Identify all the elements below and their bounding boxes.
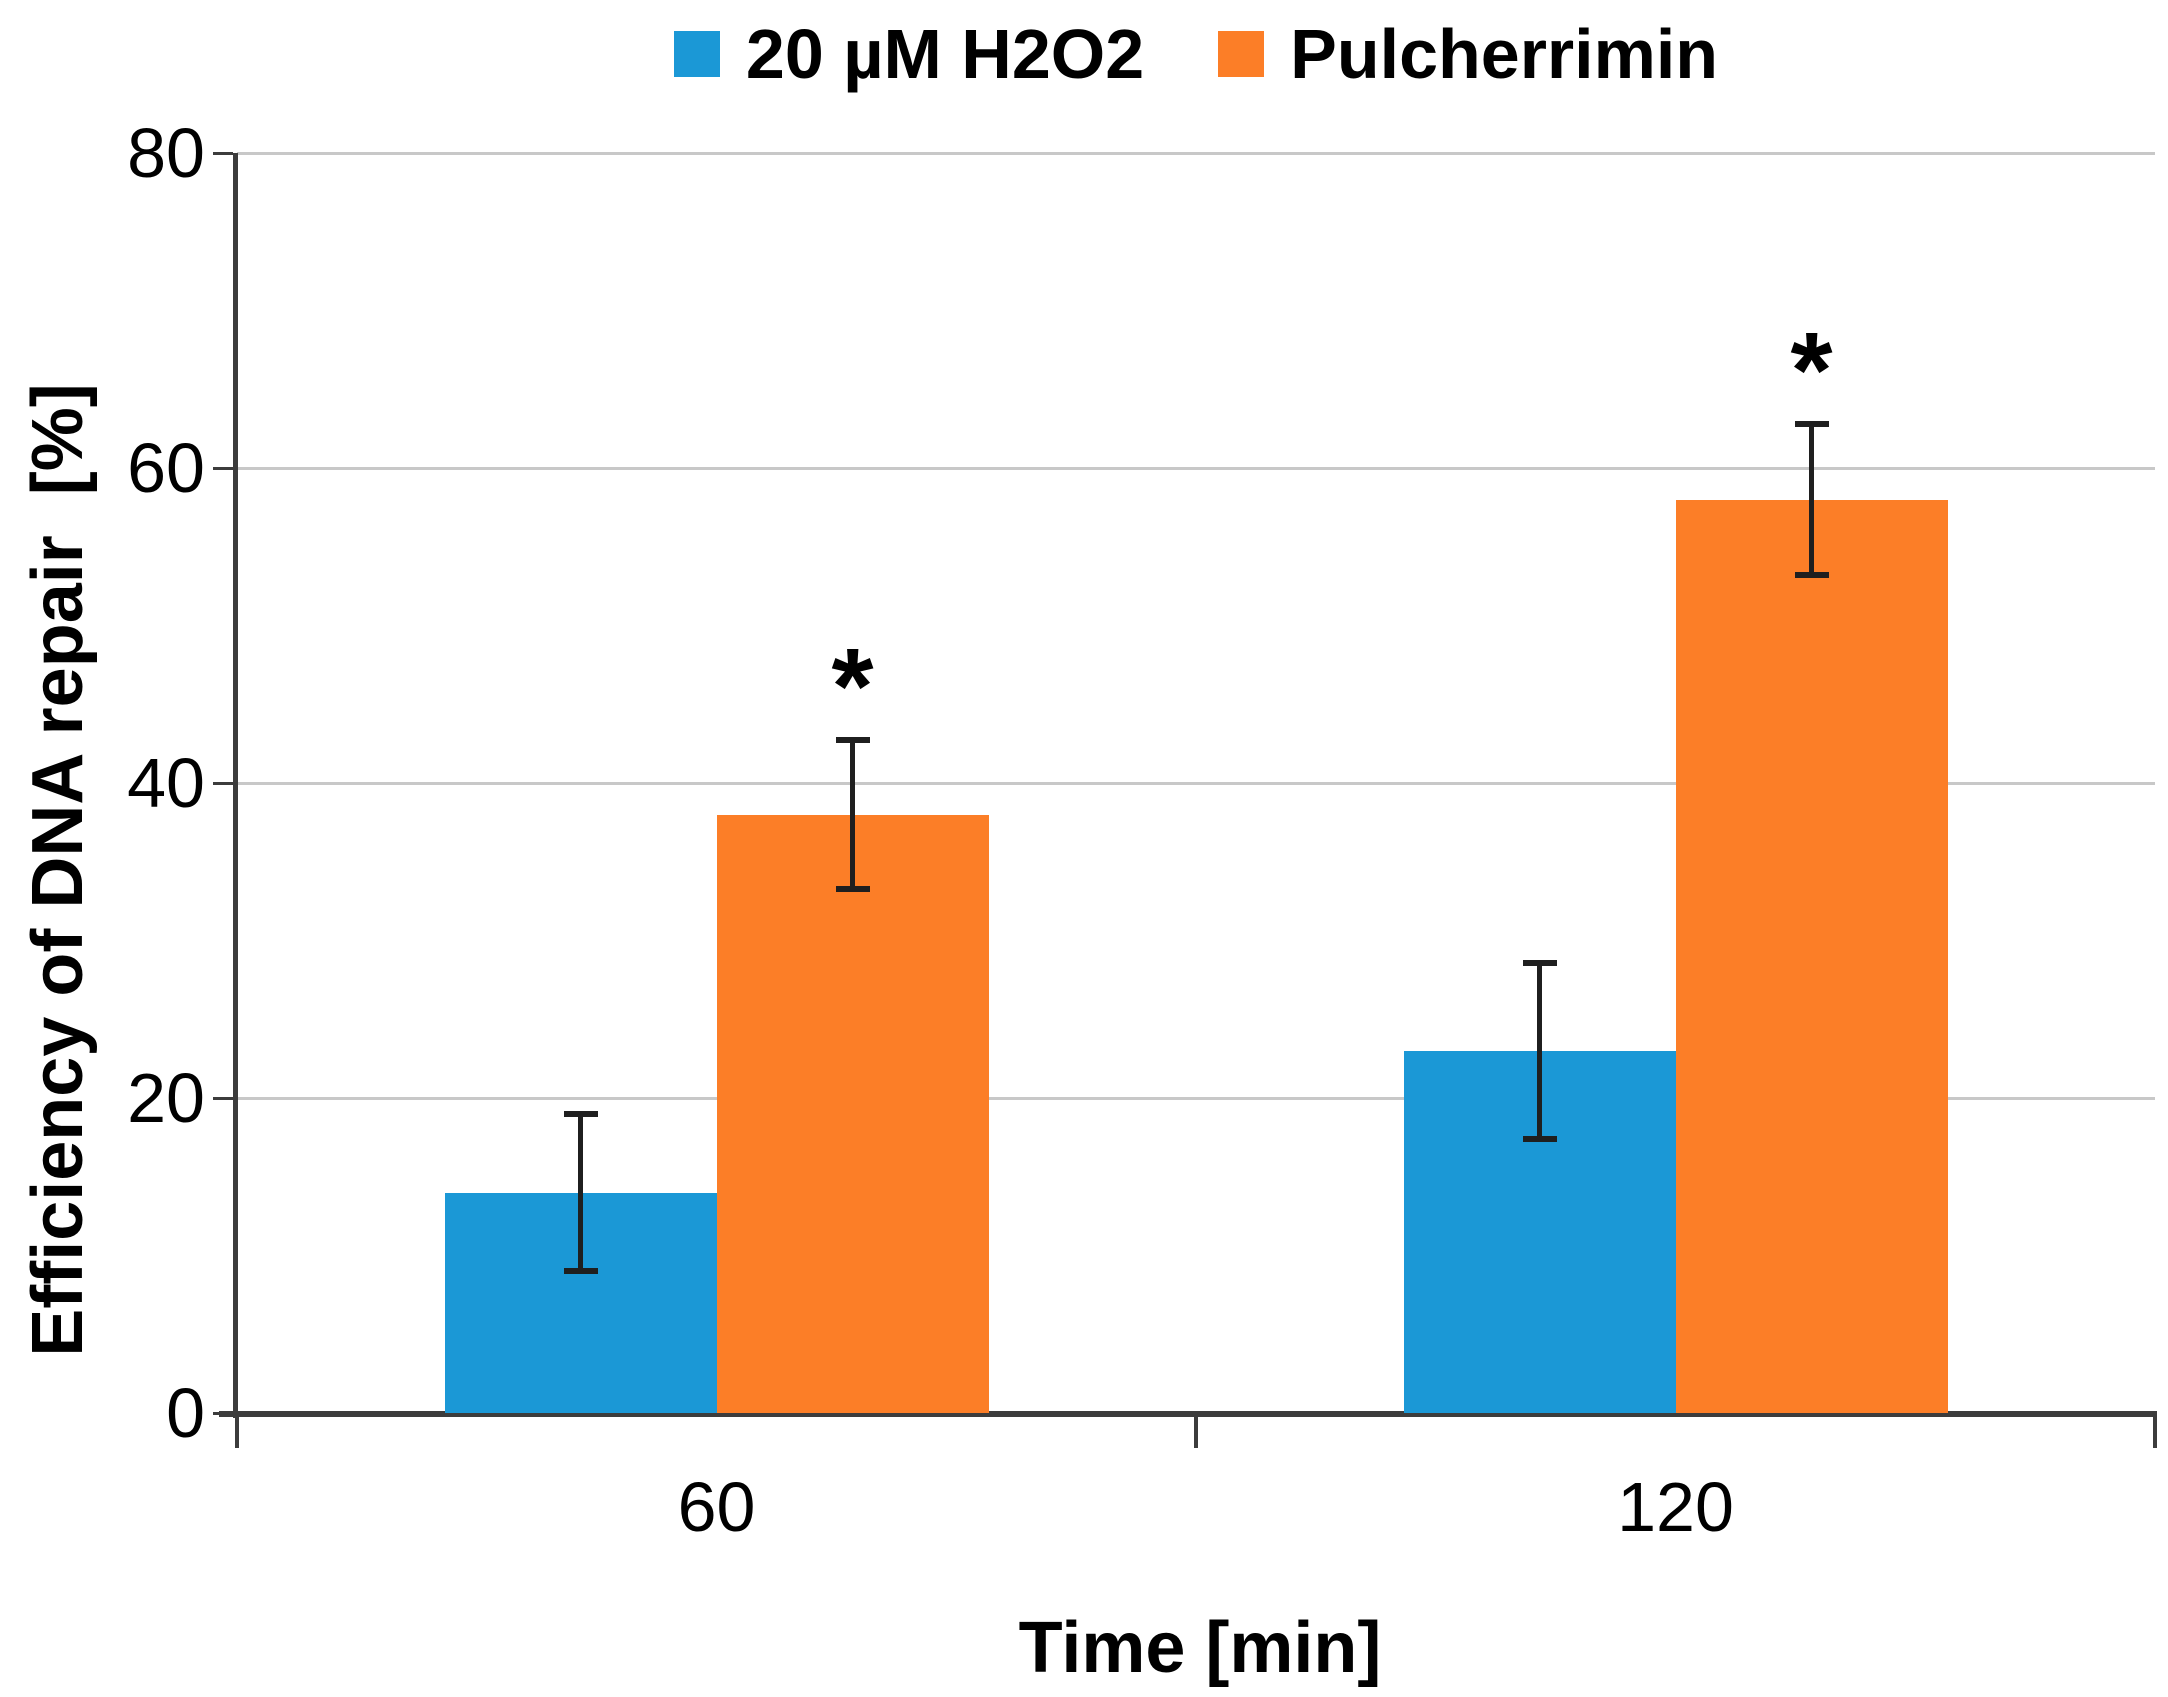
gridline-60 xyxy=(237,467,2155,470)
significance-asterisk: * xyxy=(831,625,874,747)
y-tick-label-0: 0 xyxy=(166,1374,205,1452)
significance-asterisk: * xyxy=(1790,308,1833,430)
y-tick-label-80: 80 xyxy=(127,114,205,192)
error-bar-cap-bottom xyxy=(1794,572,1829,579)
legend: 20 µM H2O2 Pulcherrimin xyxy=(237,12,2155,96)
error-bar-cap-bottom xyxy=(563,1268,598,1275)
error-bar-20-m-h2o2-60 xyxy=(578,1113,583,1272)
legend-swatch-20-m-h2o2 xyxy=(673,31,720,77)
y-tick-40 xyxy=(213,782,233,785)
error-bar-cap-top xyxy=(1794,420,1829,427)
y-tick-label-20: 20 xyxy=(127,1059,205,1137)
error-bar-cap-bottom xyxy=(835,885,870,892)
x-axis-title: Time [min] xyxy=(1018,1608,1382,1688)
x-axis-line xyxy=(219,1411,2157,1417)
error-bar-cap-top xyxy=(1522,959,1557,966)
gridline-40 xyxy=(237,782,2155,785)
legend-label: Pulcherrimin xyxy=(1290,15,1719,93)
x-category-label-120: 120 xyxy=(1617,1468,1734,1546)
error-bar-cap-bottom xyxy=(1522,1135,1557,1142)
bar-pulcherrimin-60 xyxy=(716,814,989,1413)
x-tick-2 xyxy=(2153,1416,2157,1448)
y-tick-80 xyxy=(213,152,233,155)
gridline-80 xyxy=(237,152,2155,155)
x-category-label-60: 60 xyxy=(677,1468,756,1546)
x-tick-0 xyxy=(235,1416,239,1448)
y-tick-20 xyxy=(213,1097,233,1100)
error-bar-20-m-h2o2-120 xyxy=(1537,962,1542,1139)
y-tick-label-60: 60 xyxy=(127,429,205,507)
legend-item-20-m-h2o2: 20 µM H2O2 xyxy=(673,15,1145,93)
y-axis-line xyxy=(233,153,238,1418)
gridline-20 xyxy=(237,1097,2155,1100)
y-tick-label-40: 40 xyxy=(127,744,205,822)
legend-swatch-pulcherrimin xyxy=(1218,31,1265,77)
legend-item-pulcherrimin: Pulcherrimin xyxy=(1218,19,1718,89)
bar-pulcherrimin-120 xyxy=(1675,499,1948,1413)
y-tick-60 xyxy=(213,467,233,470)
error-bar-cap-top xyxy=(835,737,870,744)
y-axis-title: Efficiency of DNA repair [%] xyxy=(18,383,98,1357)
error-bar-pulcherrimin-60 xyxy=(850,740,855,889)
x-tick-1 xyxy=(1194,1416,1198,1448)
error-bar-pulcherrimin-120 xyxy=(1809,423,1814,576)
error-bar-cap-top xyxy=(563,1110,598,1117)
legend-label: 20 µM H2O2 xyxy=(745,15,1145,93)
